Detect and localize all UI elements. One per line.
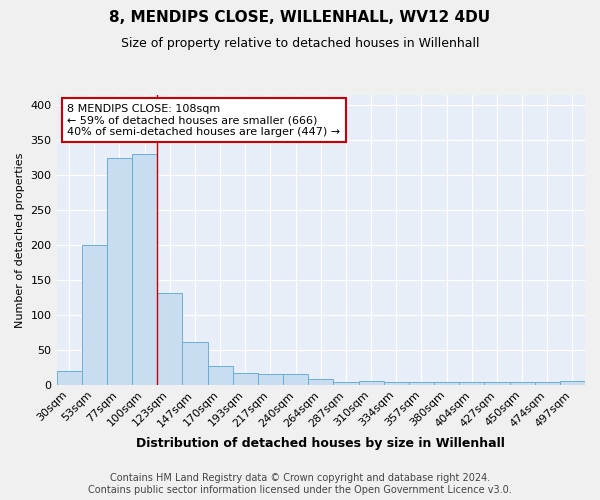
Bar	[283, 374, 308, 385]
Bar	[509, 382, 535, 385]
Bar	[132, 154, 157, 385]
Bar	[157, 292, 182, 385]
Bar	[409, 382, 434, 385]
Text: 8, MENDIPS CLOSE, WILLENHALL, WV12 4DU: 8, MENDIPS CLOSE, WILLENHALL, WV12 4DU	[109, 10, 491, 25]
Bar	[484, 382, 509, 385]
Bar	[334, 382, 359, 385]
Bar	[434, 382, 459, 385]
Bar	[182, 342, 208, 385]
Bar	[535, 382, 560, 385]
Bar	[459, 382, 484, 385]
Bar	[359, 382, 383, 385]
Bar	[560, 380, 585, 385]
Bar	[107, 158, 132, 385]
Bar	[208, 366, 233, 385]
Text: 8 MENDIPS CLOSE: 108sqm
← 59% of detached houses are smaller (666)
40% of semi-d: 8 MENDIPS CLOSE: 108sqm ← 59% of detache…	[67, 104, 340, 137]
Bar	[82, 245, 107, 385]
Bar	[56, 371, 82, 385]
Text: Contains HM Land Registry data © Crown copyright and database right 2024.
Contai: Contains HM Land Registry data © Crown c…	[88, 474, 512, 495]
X-axis label: Distribution of detached houses by size in Willenhall: Distribution of detached houses by size …	[136, 437, 505, 450]
Bar	[233, 373, 258, 385]
Bar	[258, 374, 283, 385]
Bar	[383, 382, 409, 385]
Bar	[308, 379, 334, 385]
Text: Size of property relative to detached houses in Willenhall: Size of property relative to detached ho…	[121, 38, 479, 51]
Y-axis label: Number of detached properties: Number of detached properties	[15, 152, 25, 328]
